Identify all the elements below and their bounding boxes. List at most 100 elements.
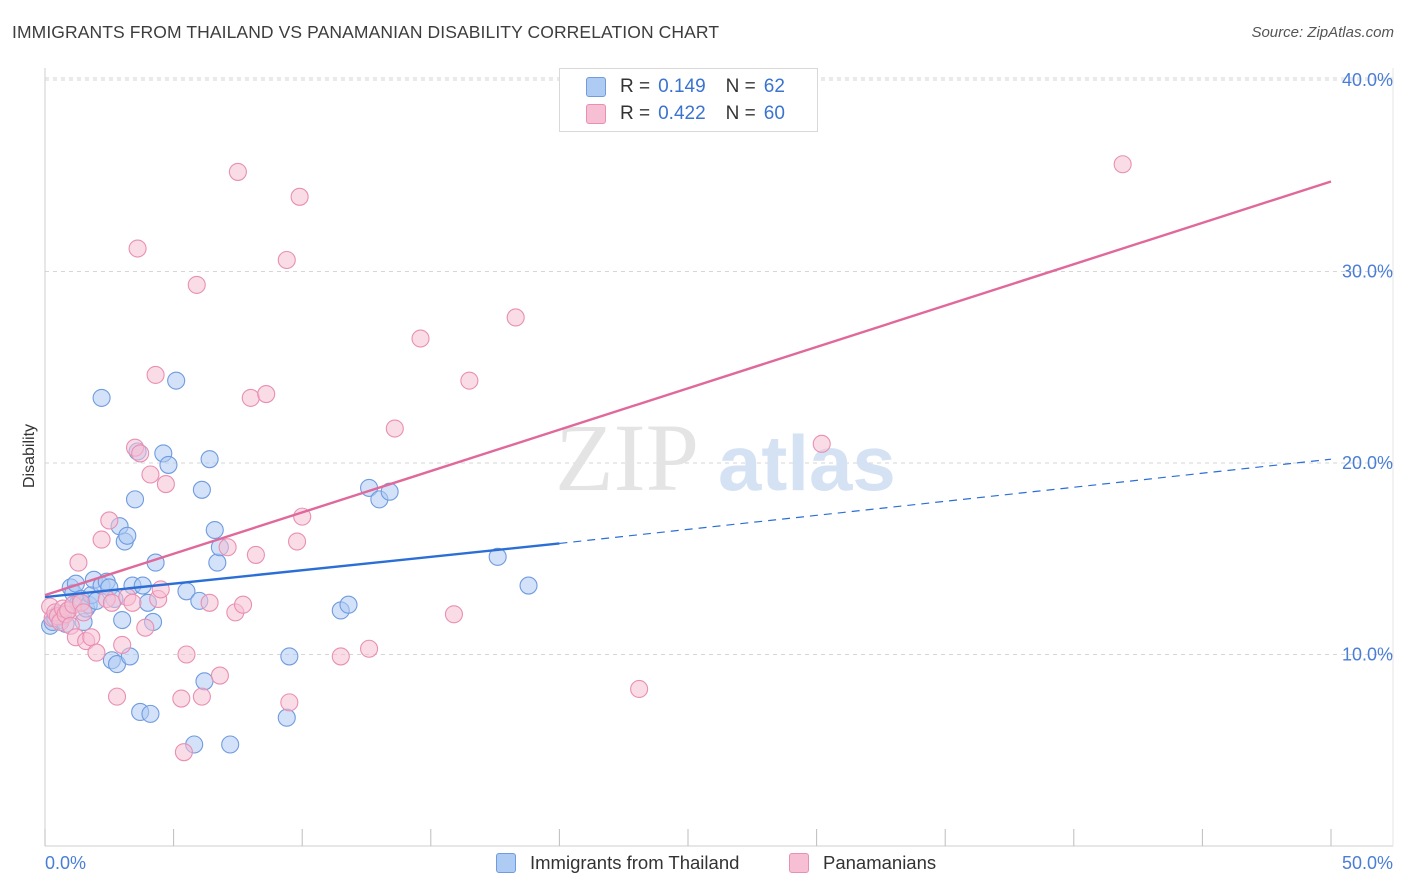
legend-n-label: N =	[725, 103, 756, 124]
data-point	[172, 689, 191, 708]
data-point	[82, 628, 101, 647]
legend-r-value: 0.422	[658, 103, 706, 124]
data-point	[159, 455, 178, 474]
data-point	[118, 526, 137, 545]
data-point	[69, 553, 88, 572]
trend-lines	[44, 180, 1332, 599]
data-point	[812, 434, 831, 453]
data-point	[192, 687, 211, 706]
legend-n-value: 62	[763, 76, 785, 97]
data-point	[506, 308, 525, 327]
data-point	[233, 595, 253, 614]
watermark-zip: ZIP	[555, 404, 699, 511]
data-point	[123, 593, 142, 612]
legend-row-thailand: R = 0.149 N = 62	[586, 75, 785, 99]
data-point	[102, 593, 121, 612]
legend-n-value: 60	[763, 103, 785, 124]
data-point	[92, 530, 111, 549]
legend-swatch-pink	[789, 853, 809, 873]
data-point	[200, 450, 219, 469]
data-point	[288, 532, 307, 551]
y-tick-label: 20.0%	[1342, 453, 1393, 473]
data-point	[167, 371, 186, 390]
data-point	[74, 603, 93, 622]
data-point	[205, 520, 224, 540]
data-point	[277, 708, 296, 727]
data-point	[113, 635, 132, 654]
axes	[44, 68, 1394, 847]
data-point	[290, 187, 309, 206]
data-point	[277, 250, 296, 270]
watermark: ZIP atlas	[555, 404, 896, 511]
data-point	[156, 475, 175, 494]
trend-line	[44, 542, 560, 599]
data-point	[131, 444, 150, 463]
trend-line	[44, 180, 1332, 597]
data-point	[331, 647, 350, 666]
legend-swatch-blue	[586, 77, 606, 97]
data-point	[187, 275, 206, 294]
data-point	[141, 704, 160, 723]
x-tick-label: 0.0%	[45, 853, 86, 873]
data-point	[519, 576, 538, 595]
data-point	[100, 511, 119, 530]
gridlines	[45, 77, 1393, 655]
data-point	[460, 371, 479, 390]
data-point	[113, 610, 132, 630]
data-point	[257, 385, 276, 404]
legend-r-label: R =	[620, 103, 651, 124]
series-legend-thailand[interactable]: Immigrants from Thailand	[496, 852, 739, 874]
data-point	[141, 465, 160, 484]
y-axis-label: Disability	[21, 424, 38, 488]
series-legend-label: Panamanians	[823, 852, 937, 873]
legend-n-label: N =	[725, 76, 756, 97]
series-legend-panamanians[interactable]: Panamanians	[789, 852, 936, 874]
trend-line-extension	[559, 458, 1332, 545]
data-point	[177, 645, 196, 664]
data-point	[107, 687, 127, 706]
data-point	[339, 595, 358, 614]
data-point	[192, 480, 211, 499]
data-point	[210, 666, 229, 685]
data-point	[218, 538, 237, 557]
legend-r-label: R =	[620, 76, 651, 97]
data-point	[92, 388, 111, 407]
data-point	[208, 553, 227, 572]
data-point	[128, 239, 147, 258]
data-point	[360, 639, 379, 658]
data-point	[411, 329, 430, 348]
chart-title: IMMIGRANTS FROM THAILAND VS PANAMANIAN D…	[12, 22, 720, 42]
watermark-atlas: atlas	[718, 419, 896, 507]
data-point	[246, 545, 265, 564]
data-point	[174, 743, 193, 762]
data-point	[228, 162, 247, 181]
legend-r-value: 0.149	[658, 76, 706, 97]
legend: R = 0.149 N = 62 R = 0.422 N = 60	[559, 68, 818, 132]
data-point	[195, 672, 214, 691]
data-point	[241, 388, 260, 407]
data-point	[221, 735, 240, 754]
source-label: Source: ZipAtlas.com	[1251, 24, 1394, 41]
legend-swatch-pink	[586, 104, 606, 124]
data-point	[293, 507, 312, 526]
data-point	[280, 647, 299, 666]
data-point	[488, 547, 507, 566]
data-point	[200, 593, 219, 612]
legend-swatch-blue	[496, 853, 516, 873]
data-point	[385, 419, 404, 438]
y-tick-label: 30.0%	[1342, 262, 1393, 282]
data-point	[125, 490, 145, 509]
legend-row-panamanians: R = 0.422 N = 60	[586, 102, 785, 126]
series-legend: Immigrants from Thailand Panamanians	[0, 852, 1406, 876]
data-point	[444, 605, 463, 624]
tick-labels: 10.0% 20.0% 30.0% 40.0% 0.0% 50.0%	[45, 70, 1393, 873]
y-tick-label: 40.0%	[1342, 70, 1393, 90]
data-point	[146, 365, 165, 384]
data-point	[136, 618, 155, 637]
series-legend-label: Immigrants from Thailand	[530, 852, 740, 873]
data-point	[87, 643, 106, 662]
data-point	[1113, 155, 1132, 174]
data-point	[280, 693, 299, 712]
y-tick-label: 10.0%	[1342, 645, 1393, 665]
